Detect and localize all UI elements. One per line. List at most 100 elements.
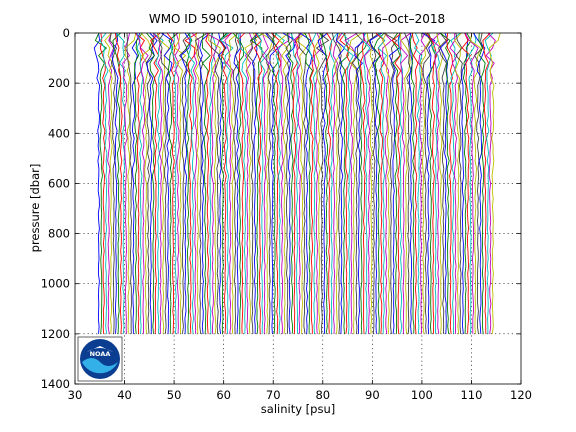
salinity-profile (266, 32, 275, 334)
x-tick-label: 120 (510, 388, 532, 402)
salinity-profile (188, 32, 196, 334)
salinity-profile (391, 32, 402, 334)
salinity-profile (136, 32, 144, 334)
x-tick-label: 30 (68, 388, 83, 402)
salinity-profile (287, 32, 294, 334)
salinity-profile (348, 32, 363, 334)
salinity-profile (208, 32, 221, 334)
salinity-profile (381, 32, 391, 334)
salinity-profile (217, 32, 227, 334)
salinity-profile (339, 32, 351, 334)
salinity-profile (145, 32, 155, 334)
salinity-profile (209, 32, 217, 334)
salinity-profile (418, 32, 427, 334)
salinity-profile (295, 32, 307, 334)
salinity-profile (184, 32, 198, 334)
salinity-profile (115, 32, 126, 334)
salinity-profile (114, 32, 123, 334)
salinity-profile (439, 32, 449, 334)
salinity-profile (414, 32, 423, 334)
salinity-profile (411, 32, 419, 334)
salinity-profile (359, 32, 366, 334)
salinity-profile (325, 32, 333, 334)
logo-lettering: NOAA (90, 350, 111, 358)
salinity-profile (201, 32, 211, 334)
logo-gull (87, 346, 113, 352)
x-tick-label: 80 (315, 388, 330, 402)
salinity-profile (461, 32, 471, 334)
salinity-profile (299, 32, 313, 334)
salinity-profile (219, 32, 234, 334)
salinity-profile (237, 32, 245, 334)
x-tick-label: 90 (365, 388, 380, 402)
salinity-profile (99, 32, 109, 334)
salinity-profile (112, 32, 122, 334)
salinity-profile (383, 32, 398, 334)
salinity-profile (174, 32, 180, 334)
salinity-profile (109, 32, 118, 334)
salinity-profile (146, 32, 158, 334)
salinity-profile (428, 32, 437, 334)
salinity-profile (449, 32, 458, 334)
salinity-profile (261, 32, 270, 334)
salinity-profile (194, 32, 200, 334)
salinity-profile (122, 32, 131, 334)
salinity-profile (161, 32, 173, 334)
salinity-profile (134, 32, 145, 334)
salinity-profile (180, 32, 191, 334)
salinity-profile (210, 32, 221, 334)
salinity-profile (256, 32, 268, 334)
salinity-profile (362, 32, 373, 334)
salinity-profile (461, 32, 469, 334)
salinity-profile (464, 32, 479, 334)
salinity-profile (158, 32, 170, 334)
x-tick-label: 110 (460, 388, 482, 402)
salinity-profile (450, 32, 461, 334)
salinity-profile (199, 32, 211, 334)
salinity-profile (232, 32, 244, 334)
salinity-profile (426, 32, 438, 334)
salinity-profile (265, 32, 279, 334)
salinity-profile (377, 32, 388, 334)
salinity-profile (369, 32, 383, 334)
salinity-profile (133, 32, 143, 334)
salinity-profile (247, 32, 259, 334)
plot-area (75, 33, 521, 384)
salinity-profile (431, 32, 442, 334)
y-tick-label: 1000 (41, 277, 70, 291)
salinity-profile (191, 32, 200, 334)
x-tick-label: 60 (216, 388, 231, 402)
salinity-profile (357, 32, 369, 334)
salinity-profile (153, 32, 164, 334)
salinity-profile (420, 32, 431, 334)
salinity-profile (174, 32, 187, 334)
salinity-profile (436, 32, 444, 334)
x-tick-label: 50 (167, 388, 182, 402)
salinity-profile (320, 32, 329, 334)
salinity-profile (205, 32, 213, 334)
salinity-profile (432, 32, 440, 334)
salinity-profile (344, 32, 358, 334)
salinity-profile (94, 32, 108, 334)
salinity-profile (298, 32, 307, 334)
salinity-profile (271, 32, 280, 334)
salinity-profile (251, 32, 258, 334)
salinity-profile (107, 32, 115, 334)
salinity-profile (166, 32, 176, 334)
salinity-profile (140, 32, 152, 334)
y-tick-label: 800 (48, 227, 70, 241)
y-tick-label: 1400 (41, 377, 70, 391)
salinity-profile (335, 32, 346, 334)
salinity-profile (446, 32, 454, 334)
salinity-profile (185, 32, 193, 334)
y-tick-label: 1200 (41, 327, 70, 341)
salinity-profile (150, 32, 161, 334)
salinity-profile (292, 32, 302, 334)
salinity-profile (361, 32, 371, 334)
salinity-profile (375, 32, 386, 334)
x-axis-label: salinity [psu] (261, 402, 335, 416)
salinity-profile (388, 32, 401, 334)
salinity-profile (304, 32, 314, 334)
salinity-profile (146, 32, 156, 334)
